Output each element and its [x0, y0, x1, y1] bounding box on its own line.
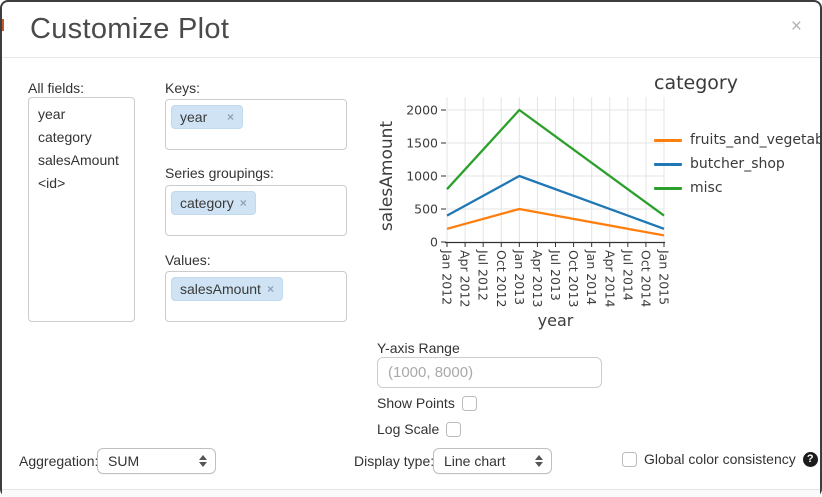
value-tag-salesamount[interactable]: salesAmount ×: [171, 277, 283, 301]
svg-text:1500: 1500: [406, 136, 438, 151]
stepper-arrows-icon: [535, 455, 543, 467]
log-scale-row: Log Scale: [377, 421, 462, 437]
display-type-value: Line chart: [444, 453, 506, 469]
remove-tag-icon[interactable]: ×: [226, 110, 234, 124]
y-axis-range-label: Y-axis Range: [377, 340, 460, 356]
tag-label: category: [180, 195, 234, 211]
display-type-select[interactable]: Line chart: [433, 448, 552, 474]
aggregation-select[interactable]: SUM: [97, 448, 216, 474]
svg-text:Jan 2015: Jan 2015: [657, 249, 672, 305]
stepper-arrows-icon: [199, 455, 207, 467]
show-points-checkbox[interactable]: [461, 395, 477, 411]
all-fields-list[interactable]: year category salesAmount <id>: [28, 97, 135, 322]
aggregation-label: Aggregation:: [19, 453, 99, 469]
legend-item: butcher_shop: [654, 156, 822, 172]
svg-text:Jan 2012: Jan 2012: [440, 249, 455, 305]
values-dropbox[interactable]: salesAmount ×: [165, 271, 347, 322]
series-groupings-label: Series groupings:: [165, 165, 274, 181]
legend-label: butcher_shop: [690, 156, 785, 172]
aggregation-value: SUM: [108, 453, 140, 469]
display-type-label: Display type:: [354, 453, 435, 469]
remove-tag-icon[interactable]: ×: [266, 282, 274, 296]
tag-label: year: [180, 109, 208, 125]
field-item-year[interactable]: year: [38, 106, 66, 122]
show-points-row: Show Points: [377, 395, 477, 411]
background-artifact: [2, 19, 4, 31]
log-scale-label: Log Scale: [377, 421, 440, 437]
svg-text:year: year: [538, 311, 574, 330]
svg-text:Oct 2013: Oct 2013: [566, 250, 581, 307]
log-scale-checkbox[interactable]: [446, 421, 462, 437]
legend-label: misc: [690, 180, 723, 196]
svg-text:Apr 2012: Apr 2012: [458, 250, 473, 307]
legend-swatch-green: [654, 186, 682, 190]
global-color-label: Global color consistency: [644, 451, 796, 467]
help-question-icon[interactable]: ?: [802, 451, 818, 467]
svg-text:Jan 2013: Jan 2013: [512, 249, 527, 305]
legend-label: fruits_and_vegetables: [690, 132, 822, 148]
dialog-title: Customize Plot: [30, 13, 230, 45]
svg-text:Oct 2012: Oct 2012: [494, 250, 509, 307]
svg-text:1000: 1000: [406, 169, 438, 184]
global-color-checkbox[interactable]: [622, 451, 637, 467]
field-item-id[interactable]: <id>: [38, 175, 66, 191]
svg-text:2000: 2000: [406, 103, 438, 118]
series-tag-category[interactable]: category ×: [171, 191, 256, 215]
legend-item: misc: [654, 180, 822, 196]
svg-text:500: 500: [414, 202, 438, 217]
remove-tag-icon[interactable]: ×: [239, 196, 247, 210]
sales-line-chart: 0 500 1000 1500 2000 Jan 2012 Apr 2012 Jul 2012…: [377, 97, 672, 330]
y-axis-range-input[interactable]: [377, 357, 602, 388]
dialog-header: Customize Plot ×: [2, 2, 820, 58]
legend-title: category: [654, 72, 738, 94]
show-points-label: Show Points: [377, 395, 455, 411]
svg-text:Apr 2014: Apr 2014: [602, 250, 617, 307]
svg-text:Jan 2014: Jan 2014: [584, 249, 599, 305]
field-item-salesamount[interactable]: salesAmount: [38, 152, 119, 168]
values-label: Values:: [165, 252, 211, 268]
svg-text:Jul 2013: Jul 2013: [548, 249, 563, 301]
series-groupings-dropbox[interactable]: category ×: [165, 185, 347, 236]
keys-dropbox[interactable]: year ×: [165, 99, 347, 150]
legend-item: fruits_and_vegetables: [654, 132, 822, 148]
dialog-footer: [2, 489, 820, 497]
field-item-category[interactable]: category: [38, 129, 92, 145]
legend-swatch-orange: [654, 138, 682, 142]
all-fields-label: All fields:: [28, 80, 85, 96]
global-color-row: Global color consistency ?: [622, 451, 818, 467]
key-tag-year[interactable]: year ×: [171, 105, 243, 129]
legend-swatch-blue: [654, 162, 682, 166]
svg-text:Jul 2014: Jul 2014: [620, 249, 635, 301]
svg-text:Jul 2012: Jul 2012: [476, 249, 491, 301]
svg-text:salesAmount: salesAmount: [377, 121, 397, 231]
svg-text:Apr 2013: Apr 2013: [530, 250, 545, 307]
chart-legend: category fruits_and_vegetables butcher_s…: [654, 72, 822, 212]
tag-label: salesAmount: [180, 281, 261, 297]
keys-label: Keys:: [165, 80, 201, 96]
svg-text:0: 0: [430, 235, 438, 250]
svg-text:Oct 2014: Oct 2014: [638, 250, 653, 307]
close-icon[interactable]: ×: [790, 16, 802, 37]
